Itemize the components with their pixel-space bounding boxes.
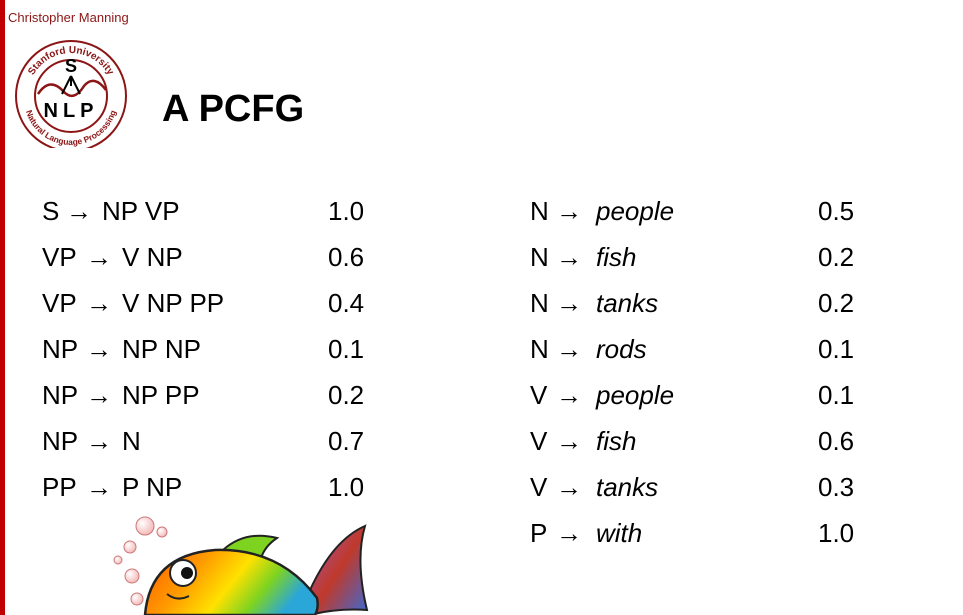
rule-lhs: N bbox=[530, 288, 549, 318]
rule-probability: 0.6 bbox=[328, 242, 365, 272]
rule-rhs: fish bbox=[596, 242, 637, 272]
bubble-icon bbox=[156, 526, 168, 538]
rule-lhs: N bbox=[530, 334, 549, 364]
fish-pupil-icon bbox=[181, 567, 193, 579]
rule-probability: 1.0 bbox=[328, 472, 365, 502]
bubble-icon bbox=[113, 555, 123, 565]
rule-arrow-icon: → bbox=[556, 288, 582, 318]
fish-illustration bbox=[113, 516, 369, 615]
rule-arrow-icon: → bbox=[556, 196, 582, 226]
rule-arrow-icon: → bbox=[556, 472, 582, 502]
author-name: Christopher Manning bbox=[8, 10, 129, 25]
rule-rhs: people bbox=[596, 196, 675, 226]
rule-arrow-icon: → bbox=[86, 288, 112, 318]
rule-arrow-icon: → bbox=[86, 242, 112, 272]
bubble-icon bbox=[124, 568, 140, 584]
rule-probability: 0.6 bbox=[818, 426, 855, 456]
rule-lhs: VP bbox=[42, 288, 77, 318]
rule-lhs: NP bbox=[42, 426, 79, 456]
logo-top-letter: S bbox=[65, 56, 77, 76]
rule-rhs: P NP bbox=[122, 472, 183, 502]
logo-middle-letters: NLP bbox=[44, 100, 99, 122]
rule-probability: 0.2 bbox=[328, 380, 365, 410]
rule-probability: 1.0 bbox=[328, 196, 365, 226]
slide-title: A PCFG bbox=[162, 88, 305, 130]
rule-rhs: N bbox=[122, 426, 141, 456]
rule-probability: 0.7 bbox=[328, 426, 365, 456]
rule-probability: 1.0 bbox=[818, 518, 855, 548]
rule-rhs: with bbox=[596, 518, 643, 548]
rule-probability: 0.4 bbox=[328, 288, 365, 318]
rule-rhs: NP PP bbox=[122, 380, 200, 410]
logo-wave-icon bbox=[36, 79, 107, 98]
rule-arrow-icon: → bbox=[556, 380, 582, 410]
logo-tree-icon bbox=[61, 75, 81, 95]
rule-probability: 0.3 bbox=[818, 472, 855, 502]
rule-rhs: rods bbox=[596, 334, 647, 364]
rule-probability: 0.1 bbox=[818, 380, 855, 410]
bubble-icon bbox=[130, 592, 144, 606]
rule-arrow-icon: → bbox=[86, 380, 112, 410]
rule-probability: 0.1 bbox=[818, 334, 855, 364]
rule-lhs: V bbox=[530, 472, 548, 502]
rule-probability: 0.2 bbox=[818, 288, 855, 318]
rule-rhs: NP NP bbox=[122, 334, 201, 364]
stanford-nlp-logo: Stanford University Natural Language Pro… bbox=[15, 40, 127, 148]
rule-lhs: N bbox=[530, 196, 549, 226]
rule-arrow-icon: → bbox=[556, 242, 582, 272]
rule-rhs: tanks bbox=[596, 472, 659, 502]
rule-lhs: PP bbox=[42, 472, 77, 502]
rule-arrow-icon: → bbox=[556, 518, 582, 548]
slide-accent-bar bbox=[0, 0, 5, 615]
rule-lhs: NP bbox=[42, 380, 79, 410]
rule-lhs: V bbox=[530, 380, 548, 410]
rule-lhs: N bbox=[530, 242, 549, 272]
rule-rhs: NP VP bbox=[102, 196, 180, 226]
rule-probability: 0.5 bbox=[818, 196, 855, 226]
rule-arrow-icon: → bbox=[86, 426, 112, 456]
fish-mouth-icon bbox=[166, 593, 190, 600]
rule-arrow-icon: → bbox=[66, 196, 92, 226]
rule-lhs: V bbox=[530, 426, 548, 456]
bubble-icon bbox=[123, 540, 137, 554]
rule-lhs: NP bbox=[42, 334, 79, 364]
rule-probability: 0.2 bbox=[818, 242, 855, 272]
rule-rhs: V NP bbox=[122, 242, 183, 272]
rule-arrow-icon: → bbox=[556, 334, 582, 364]
fish-body-icon bbox=[143, 548, 319, 615]
rule-rhs: V NP PP bbox=[122, 288, 225, 318]
fish-tail-icon bbox=[309, 524, 369, 615]
rule-lhs: VP bbox=[42, 242, 77, 272]
bubble-icon bbox=[135, 516, 155, 536]
rule-arrow-icon: → bbox=[556, 426, 582, 456]
rule-lhs: S bbox=[42, 196, 60, 226]
rule-probability: 0.1 bbox=[328, 334, 365, 364]
rule-rhs: people bbox=[596, 380, 675, 410]
rule-rhs: tanks bbox=[596, 288, 659, 318]
rule-arrow-icon: → bbox=[86, 472, 112, 502]
rule-rhs: fish bbox=[596, 426, 637, 456]
rule-lhs: P bbox=[530, 518, 548, 548]
rule-arrow-icon: → bbox=[86, 334, 112, 364]
